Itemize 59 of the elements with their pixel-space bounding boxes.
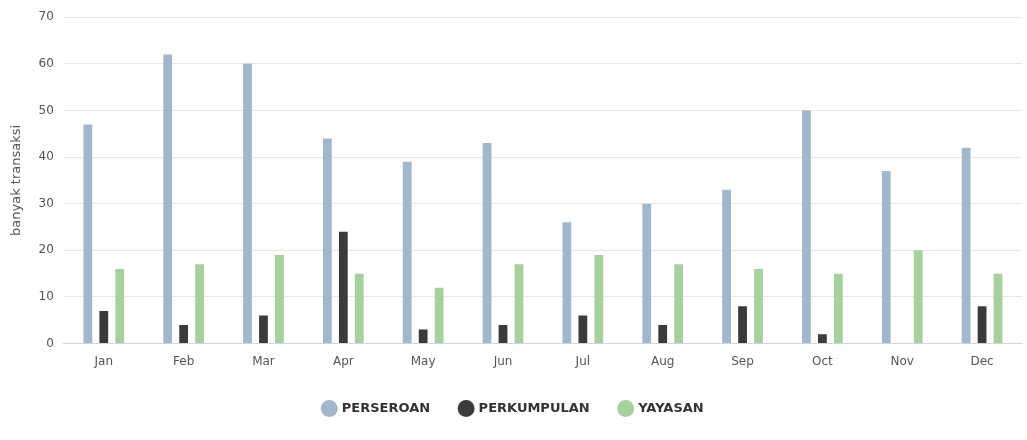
bar (354, 273, 364, 344)
bar (179, 324, 189, 344)
bar (275, 255, 284, 344)
bar (115, 268, 125, 344)
y-tick-label: 0 (46, 335, 54, 350)
bar (993, 273, 1003, 344)
bar (913, 250, 923, 344)
bar (754, 268, 763, 344)
x-tick-label: Jul (574, 353, 591, 368)
legend-label: YAYASAN (637, 399, 704, 415)
x-tick-label: Sep (731, 353, 754, 368)
x-tick-label: Dec (970, 353, 994, 368)
bar (482, 143, 492, 344)
bar (514, 264, 524, 344)
x-tick-label: Jan (93, 353, 114, 368)
bar (322, 138, 332, 344)
y-tick-label: 60 (38, 55, 54, 70)
y-tick-label: 50 (38, 102, 54, 117)
x-tick-label: May (410, 353, 436, 368)
bar (195, 264, 204, 344)
bar (83, 124, 93, 344)
bar (833, 273, 843, 344)
x-tick-label: Mar (252, 353, 275, 368)
bar (674, 264, 684, 344)
x-tick-label: Oct (812, 353, 834, 368)
bar (802, 110, 811, 344)
bar (818, 334, 827, 344)
y-axis-title: banyak transaksi (8, 124, 24, 236)
y-tick-label: 30 (38, 195, 54, 210)
y-tick-label: 10 (38, 289, 54, 304)
bar (881, 171, 891, 344)
bar (961, 147, 971, 344)
legend-label: PERSEROAN (341, 399, 431, 415)
bar (594, 255, 604, 344)
bar (434, 287, 444, 344)
bar (498, 324, 508, 344)
bar (418, 329, 428, 344)
bar (977, 306, 987, 344)
bar (99, 310, 109, 344)
bar (658, 324, 668, 344)
legend-label: PERKUMPULAN (478, 399, 590, 415)
bar (578, 315, 588, 344)
y-tick-label: 70 (38, 9, 54, 24)
x-tick-label: Aug (650, 353, 675, 368)
x-tick-label: Jun (492, 353, 513, 368)
bar (738, 306, 747, 344)
bar (243, 63, 252, 344)
x-tick-label: Nov (890, 353, 914, 368)
bar (259, 315, 268, 344)
bar (338, 231, 348, 344)
y-tick-label: 20 (38, 242, 54, 257)
x-tick-label: Feb (173, 353, 195, 368)
bar (163, 54, 173, 344)
bar (562, 222, 572, 344)
y-tick-label: 40 (38, 149, 54, 164)
bar (722, 189, 731, 344)
bar (642, 203, 652, 344)
bar (402, 161, 412, 344)
x-tick-label: Apr (332, 353, 354, 368)
